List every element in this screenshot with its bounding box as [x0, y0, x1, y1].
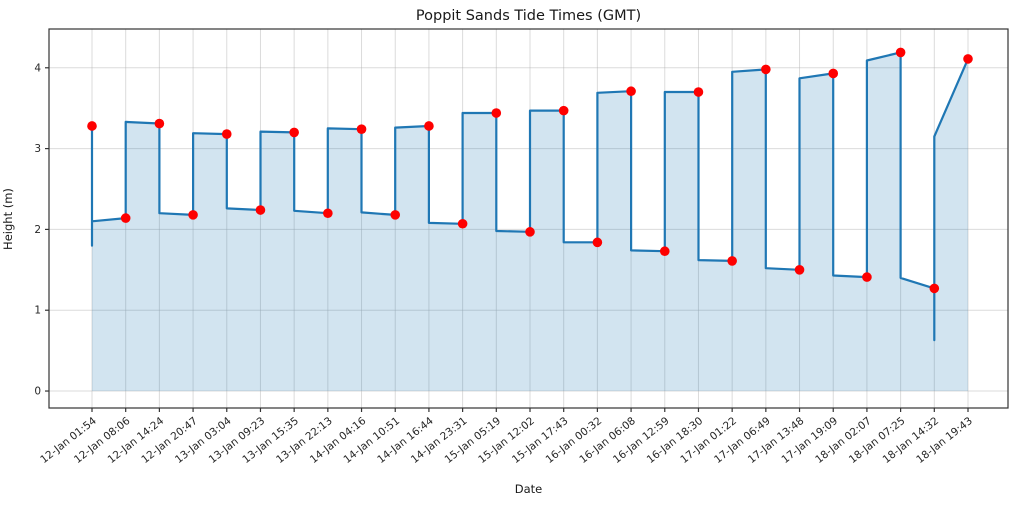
tide-point [289, 127, 299, 138]
tide-point [929, 283, 940, 294]
tide-point [188, 210, 198, 220]
tide-point [963, 54, 973, 64]
tide-point [491, 108, 502, 118]
y-tick-label: 4 [34, 62, 41, 74]
tide-point [862, 272, 872, 282]
tide-point [154, 118, 165, 129]
tide-point [761, 64, 771, 75]
axes-spine [48, 28, 1009, 409]
tide-point [895, 47, 906, 58]
tide-point [693, 87, 704, 97]
chart-title: Poppit Sands Tide Times (GMT) [415, 8, 642, 24]
tide-point [659, 246, 670, 257]
tide-point [255, 205, 266, 215]
y-tick-label: 3 [34, 143, 41, 155]
tide-point [558, 105, 569, 116]
tide-point [120, 213, 131, 223]
tide-point [794, 265, 805, 275]
tide-point [87, 121, 97, 131]
y-tick-label: 2 [34, 224, 41, 236]
tide-point [221, 129, 232, 139]
tide-point [356, 124, 367, 135]
x-axis-title: Date [514, 482, 543, 496]
tide-point [390, 210, 401, 220]
tide-point [525, 227, 535, 237]
tide-point [457, 218, 468, 229]
tide-point [323, 208, 333, 219]
tide-point [592, 237, 603, 248]
tide-point [424, 121, 434, 131]
tide-point [828, 68, 839, 79]
y-axis-title: Height (m) [1, 188, 15, 250]
y-tick-label: 0 [34, 386, 41, 398]
tide-point [626, 86, 636, 97]
y-tick-label: 1 [34, 305, 41, 317]
x-tick-label: 12-Jan 01:54 [38, 415, 99, 466]
tide-point [727, 256, 737, 266]
